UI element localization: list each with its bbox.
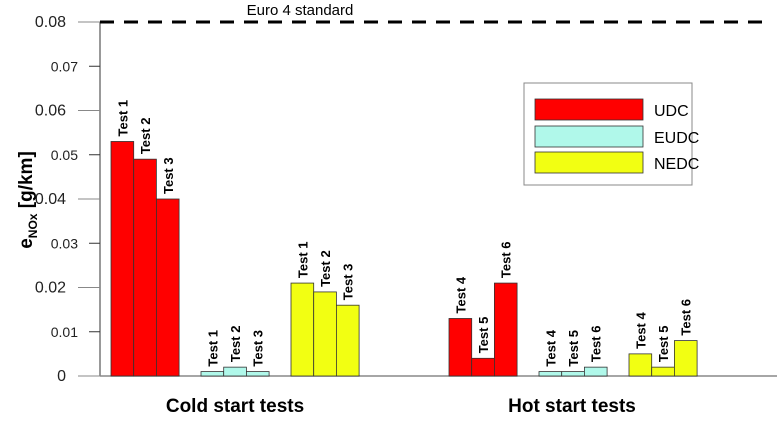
y-axis-label-subscript: NOx	[26, 213, 40, 238]
bar-udc	[448, 318, 473, 377]
bar-nedc	[335, 304, 360, 377]
bar-label: Test 4	[453, 276, 468, 313]
bar-nedc	[651, 366, 675, 377]
legend-swatch-udc	[534, 98, 644, 121]
y-tick-label: 0.01	[51, 324, 78, 340]
y-axis-label: eNOx [g/km]	[16, 151, 40, 249]
bar-label: Test 1	[205, 330, 220, 367]
bar-udc	[471, 357, 495, 377]
bar-nedc	[628, 353, 653, 377]
bar-label: Test 6	[499, 241, 514, 278]
bar-label: Test 4	[543, 329, 558, 366]
y-axis-label-symbol: e	[16, 238, 37, 249]
y-tick-label: 0.08	[35, 14, 66, 31]
group-label-hot: Hot start tests	[508, 396, 636, 417]
axes: 0 0.01 0.02 0.03 0.04 0.05 0.06 0.07 0.08	[35, 14, 777, 385]
bar-label: Test 5	[656, 326, 671, 363]
bar-label: Test 1	[295, 241, 310, 278]
legend-label-eudc: EUDC	[654, 130, 699, 147]
y-tick-label: 0	[57, 368, 66, 385]
bars: Test 1 Test 2 Test 3 Test 1 Test 2 Test 3 Test…	[110, 100, 698, 377]
bar-label: Test 2	[138, 118, 153, 155]
bar-label: Test 2	[318, 250, 333, 287]
bar-label: Test 2	[228, 326, 243, 363]
y-axis-label-unit: [g/km]	[16, 151, 37, 208]
legend-label-nedc: NEDC	[654, 156, 699, 173]
bar-eudc	[538, 371, 563, 377]
bar-nedc	[290, 282, 315, 377]
bar-eudc	[245, 371, 270, 377]
bar-udc	[155, 198, 180, 377]
y-tick-label: 0.02	[35, 280, 66, 297]
bar-label: Test 3	[161, 157, 176, 194]
legend-label-udc: UDC	[654, 103, 689, 120]
y-tick-label: 0.06	[35, 103, 66, 120]
y-tick-label: 0.03	[51, 235, 78, 251]
group-label-cold: Cold start tests	[166, 396, 304, 417]
y-tick-label: 0.04	[35, 191, 66, 208]
bar-eudc	[561, 371, 585, 377]
bar-nedc	[313, 291, 337, 377]
legend: UDC EUDC NEDC	[523, 82, 699, 186]
bar-label: Test 1	[115, 100, 130, 137]
bar-label: Test 4	[633, 311, 648, 348]
bar-label: Test 6	[589, 326, 604, 363]
bar-label: Test 5	[476, 317, 491, 354]
y-tick-label: 0.05	[51, 147, 78, 163]
bar-eudc	[223, 366, 247, 377]
bar-label: Test 6	[679, 299, 694, 336]
bar-udc	[110, 141, 135, 377]
svg-text:eNOx [g/km]: eNOx [g/km]	[16, 151, 40, 249]
bar-eudc	[200, 371, 225, 377]
bar-nedc	[674, 340, 698, 377]
legend-swatch-nedc	[534, 151, 644, 174]
bar-label: Test 5	[566, 330, 581, 367]
bar-label: Test 3	[341, 264, 356, 301]
bar-label: Test 3	[251, 330, 266, 367]
legend-swatch-eudc	[534, 125, 644, 148]
bar-eudc	[584, 366, 608, 377]
reference-line-label: Euro 4 standard	[247, 2, 354, 19]
bar-udc	[133, 158, 157, 377]
bar-udc	[493, 282, 518, 377]
y-tick-label: 0.07	[51, 58, 78, 74]
